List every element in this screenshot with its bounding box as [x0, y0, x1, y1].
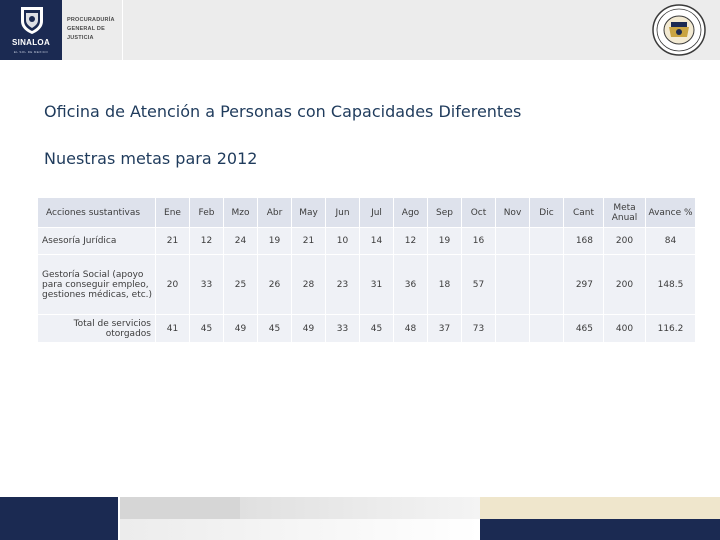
table-cell-meta: 200	[604, 255, 646, 315]
page-subtitle: Nuestras metas para 2012	[44, 149, 258, 168]
header-cell-actions: Acciones sustantivas	[38, 198, 156, 228]
shield-icon	[21, 7, 43, 34]
table-cell: 57	[462, 255, 496, 315]
footer-bar-grey	[120, 497, 240, 519]
header-cell-ago: Ago	[394, 198, 428, 228]
row-label: Total de servicios otorgados	[38, 315, 156, 343]
table-cell: 31	[360, 255, 394, 315]
table-cell: 10	[326, 228, 360, 255]
table-cell-meta: 200	[604, 228, 646, 255]
header-cell-mzo: Mzo	[224, 198, 258, 228]
header-cell-may: May	[292, 198, 326, 228]
footer-bar-navy	[0, 497, 118, 540]
table-cell: 25	[224, 255, 258, 315]
footer-bar-grey	[120, 519, 480, 540]
header-cell-abr: Abr	[258, 198, 292, 228]
table-cell: 33	[190, 255, 224, 315]
table-row: Asesoría Jurídica 21 12 24 19 21 10 14 1…	[38, 228, 696, 255]
table-cell: 19	[428, 228, 462, 255]
page-title: Oficina de Atención a Personas con Capac…	[44, 102, 522, 121]
table-cell-avance: 116.2	[646, 315, 696, 343]
table-cell: 41	[156, 315, 190, 343]
table-cell: 37	[428, 315, 462, 343]
table-cell	[496, 315, 530, 343]
table-header-row: Acciones sustantivas Ene Feb Mzo Abr May…	[38, 198, 696, 228]
footer-bar-navy	[480, 519, 720, 540]
table-cell: 45	[190, 315, 224, 343]
org-line-2: GENERAL DE	[67, 26, 105, 32]
table-cell-cant: 168	[564, 228, 604, 255]
header-cell-cant: Cant	[564, 198, 604, 228]
table-cell	[530, 255, 564, 315]
table-cell: 24	[224, 228, 258, 255]
table-cell-meta: 400	[604, 315, 646, 343]
header-cell-nov: Nov	[496, 198, 530, 228]
table-cell: 26	[258, 255, 292, 315]
table-cell: 12	[190, 228, 224, 255]
table-cell	[530, 315, 564, 343]
header-cell-feb: Feb	[190, 198, 224, 228]
table-cell: 45	[360, 315, 394, 343]
table-cell: 73	[462, 315, 496, 343]
table-cell-avance: 84	[646, 228, 696, 255]
table-cell	[496, 228, 530, 255]
table-cell	[530, 228, 564, 255]
header-cell-sep: Sep	[428, 198, 462, 228]
header-cell-oct: Oct	[462, 198, 496, 228]
justice-seal-icon	[652, 4, 706, 56]
table-cell: 45	[258, 315, 292, 343]
table-cell: 18	[428, 255, 462, 315]
table-cell: 33	[326, 315, 360, 343]
table-cell-cant: 297	[564, 255, 604, 315]
organization-name: PROCURADURÍA GENERAL DE JUSTICIA	[67, 16, 127, 43]
header-cell-jul: Jul	[360, 198, 394, 228]
table-cell-cant: 465	[564, 315, 604, 343]
table-cell: 21	[156, 228, 190, 255]
header-cell-ene: Ene	[156, 198, 190, 228]
header-cell-avance: Avance %	[646, 198, 696, 228]
org-line-3: JUSTICIA	[67, 35, 94, 41]
row-label: Asesoría Jurídica	[38, 228, 156, 255]
table-cell: 12	[394, 228, 428, 255]
table-cell: 19	[258, 228, 292, 255]
table-cell: 49	[224, 315, 258, 343]
header-cell-meta-anual: Meta Anual	[604, 198, 646, 228]
table-cell	[496, 255, 530, 315]
table-cell: 20	[156, 255, 190, 315]
table-row-total: Total de servicios otorgados 41 45 49 45…	[38, 315, 696, 343]
table-cell: 48	[394, 315, 428, 343]
header-band	[0, 0, 720, 60]
footer-bar-gold	[480, 497, 720, 519]
table-cell: 28	[292, 255, 326, 315]
table-row: Gestoría Social (apoyo para conseguir em…	[38, 255, 696, 315]
table-cell: 16	[462, 228, 496, 255]
table-cell: 14	[360, 228, 394, 255]
table-cell-avance: 148.5	[646, 255, 696, 315]
table-cell: 49	[292, 315, 326, 343]
table-cell: 36	[394, 255, 428, 315]
table-cell: 21	[292, 228, 326, 255]
row-label: Gestoría Social (apoyo para conseguir em…	[38, 255, 156, 315]
state-tagline: EL SOL DE MEXICO	[13, 50, 49, 54]
org-line-1: PROCURADURÍA	[67, 17, 115, 23]
header-cell-dic: Dic	[530, 198, 564, 228]
goals-table: Acciones sustantivas Ene Feb Mzo Abr May…	[38, 198, 696, 343]
footer-bar-grey	[240, 497, 480, 519]
table-cell: 23	[326, 255, 360, 315]
header-divider	[122, 0, 123, 60]
sinaloa-logo: SINALOA EL SOL DE MEXICO	[0, 0, 62, 60]
header-cell-jun: Jun	[326, 198, 360, 228]
state-name: SINALOA	[11, 38, 51, 47]
